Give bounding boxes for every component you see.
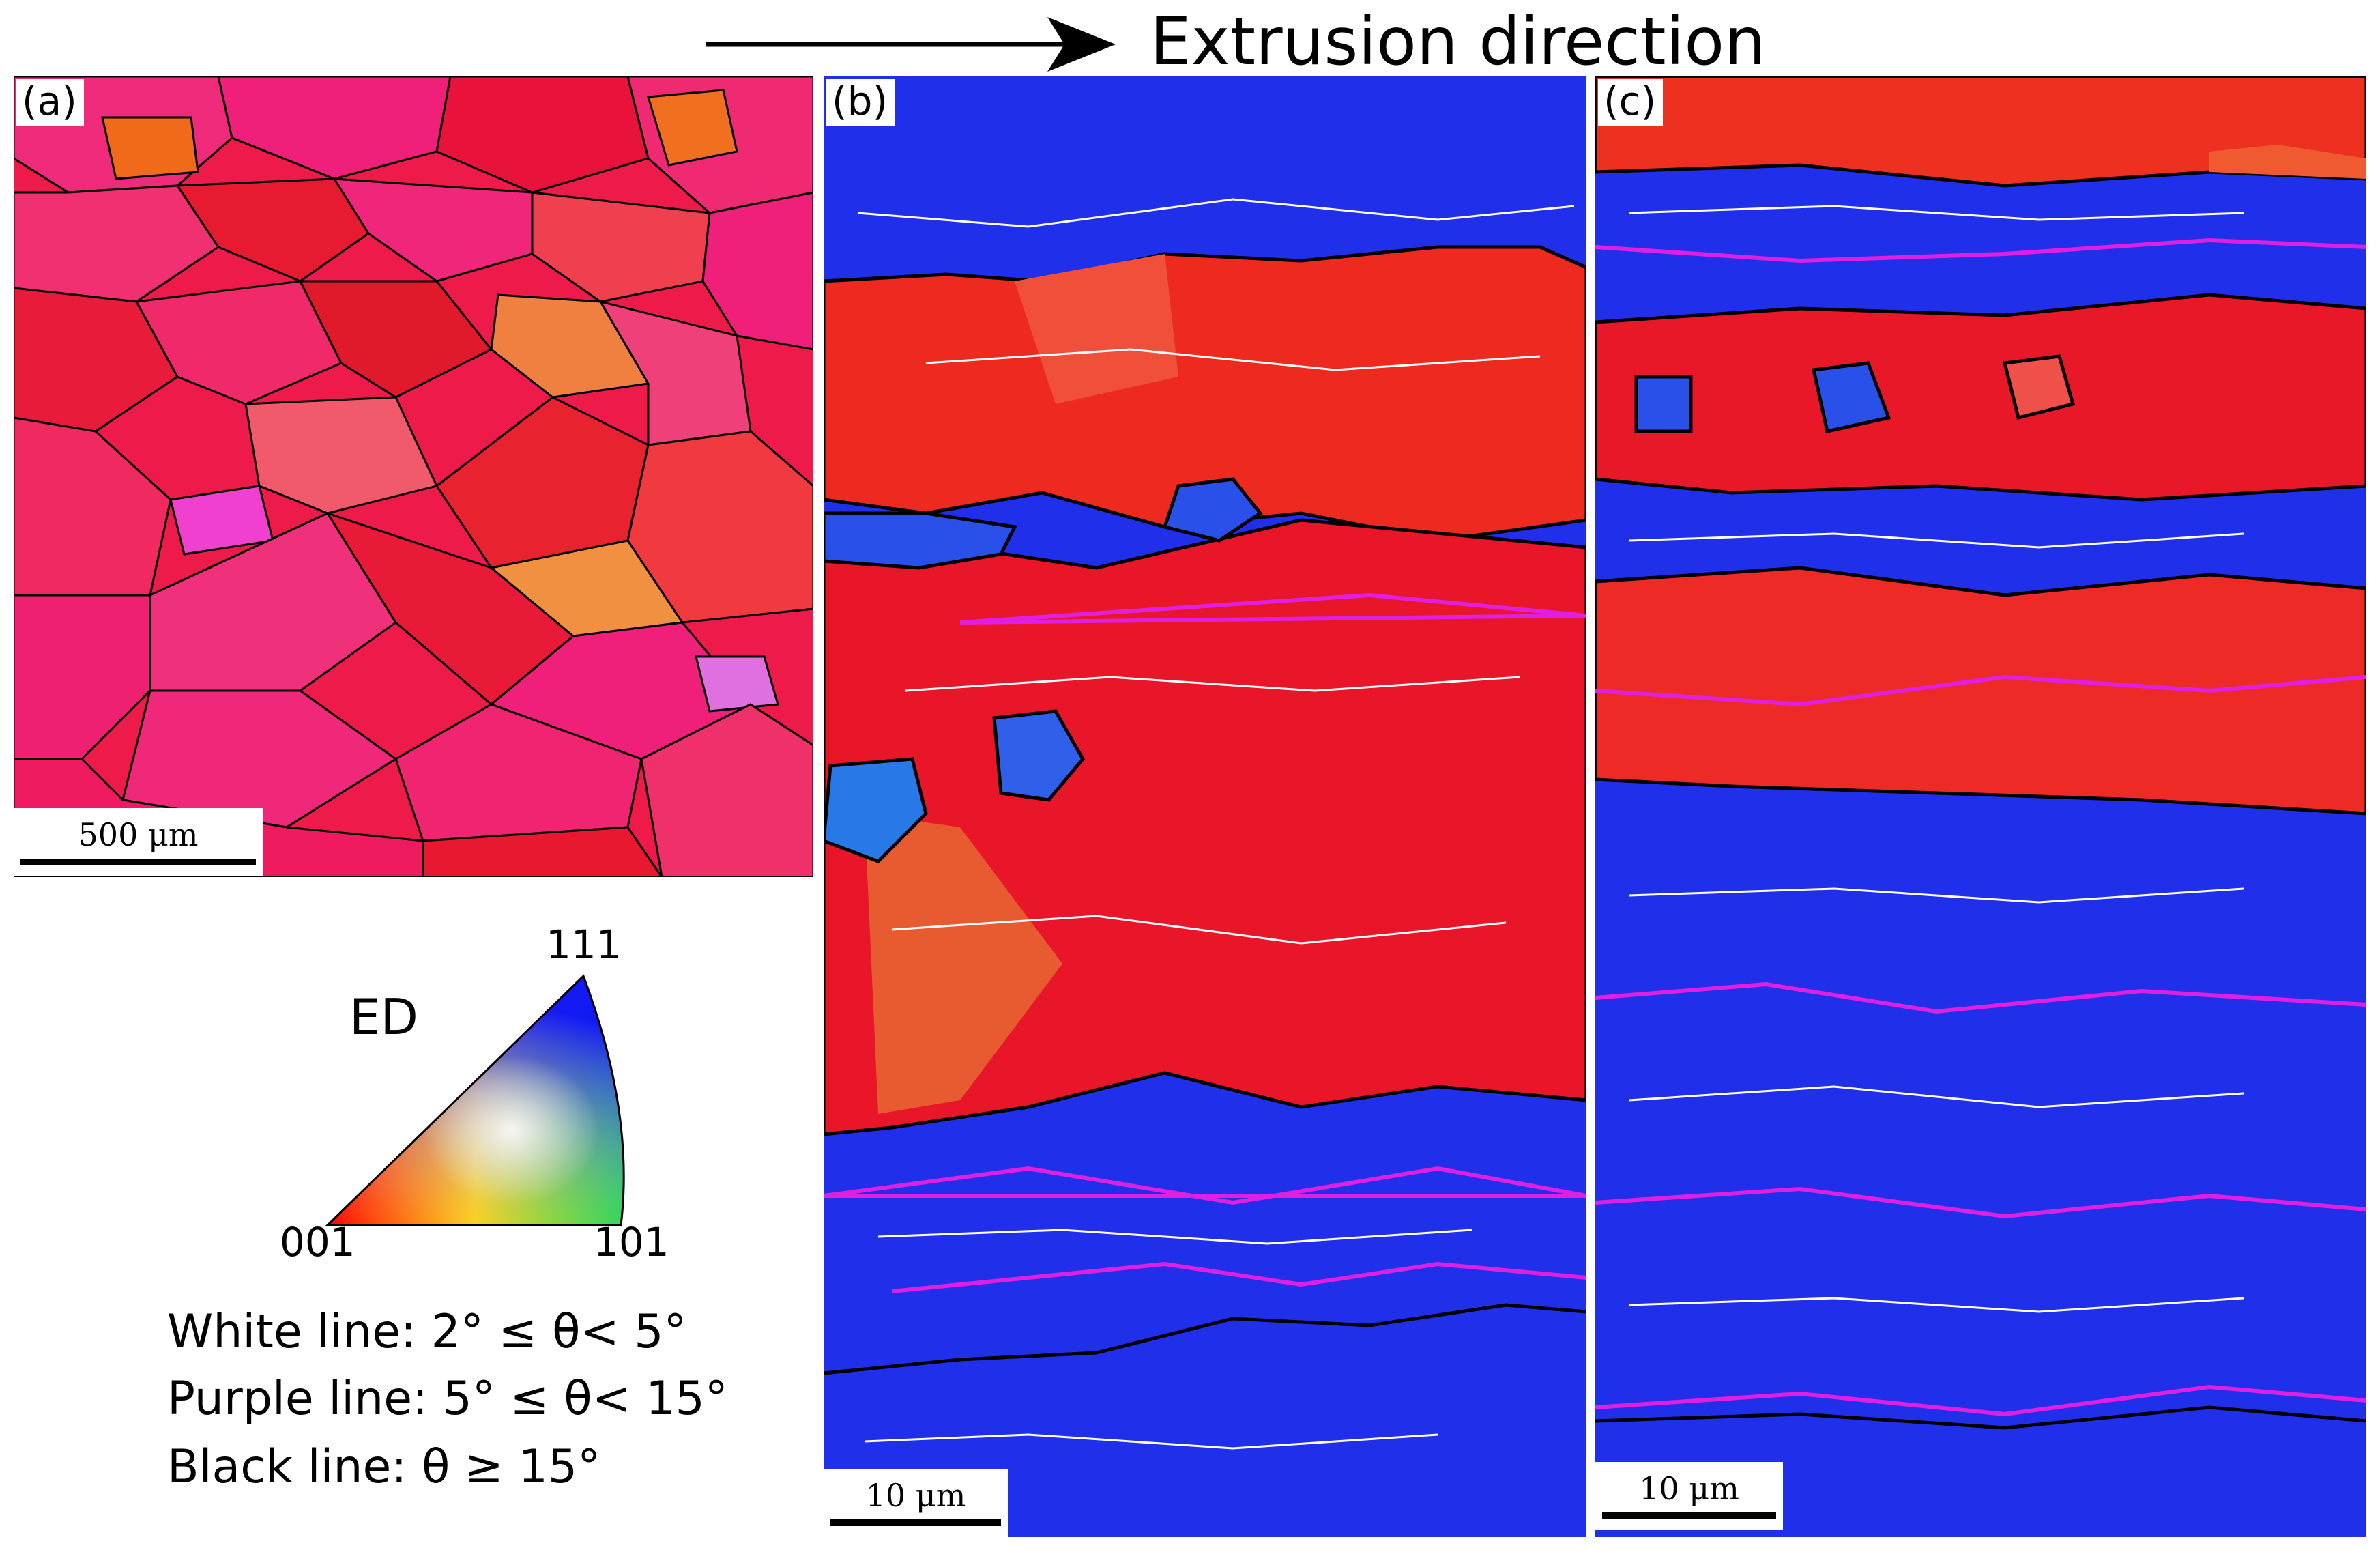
ebsd-map-panel-a: (a) 500 μm bbox=[14, 76, 813, 877]
legend-purple-line: Purple line: 5° ≤ θ< 15° bbox=[167, 1372, 728, 1426]
scale-label-a: 500 μm bbox=[78, 816, 199, 853]
ipf-corner-101: 101 bbox=[594, 1219, 669, 1265]
scale-bar-c: 10 μm bbox=[1595, 1462, 1783, 1530]
scale-line-c bbox=[1602, 1512, 1776, 1519]
ipf-corner-001: 001 bbox=[280, 1219, 355, 1265]
scale-line-b bbox=[830, 1519, 1001, 1526]
ipf-corner-111: 111 bbox=[546, 921, 622, 968]
panel-label-b: (b) bbox=[826, 79, 895, 126]
panel-label-c: (c) bbox=[1598, 79, 1664, 126]
scale-bar-b: 10 μm bbox=[824, 1469, 1008, 1537]
extrusion-direction-arrow-icon bbox=[706, 17, 1116, 72]
scale-label-b: 10 μm bbox=[865, 1477, 966, 1514]
ebsd-grain-map-c bbox=[1595, 76, 2366, 1537]
ebsd-grain-map-b bbox=[824, 76, 1586, 1537]
extrusion-direction-title: Extrusion direction bbox=[1150, 3, 1766, 80]
ebsd-grain-map-a bbox=[14, 76, 813, 877]
legend-direction-label: ED bbox=[349, 988, 418, 1046]
ebsd-map-panel-b: (b) 10 μm bbox=[824, 76, 1586, 1537]
inverse-pole-figure-legend bbox=[325, 974, 625, 1226]
scale-label-c: 10 μm bbox=[1639, 1470, 1739, 1507]
legend-black-line: Black line: θ ≥ 15° bbox=[167, 1440, 601, 1494]
scale-line-a bbox=[20, 859, 256, 865]
ebsd-map-panel-c: (c) 10 μm bbox=[1595, 76, 2366, 1537]
panel-label-a: (a) bbox=[16, 79, 84, 126]
scale-bar-a: 500 μm bbox=[14, 808, 263, 876]
legend-white-line: White line: 2° ≤ θ< 5° bbox=[167, 1305, 687, 1359]
